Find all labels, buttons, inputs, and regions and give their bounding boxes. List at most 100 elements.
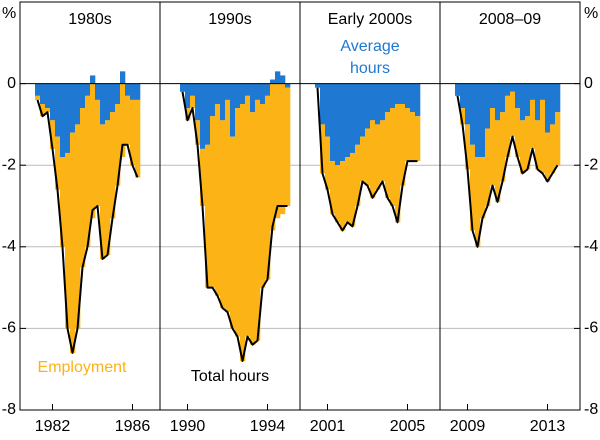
bar xyxy=(200,83,206,149)
bar xyxy=(545,83,551,133)
bar xyxy=(60,157,66,247)
bar xyxy=(125,83,131,96)
panel-title: 2008–09 xyxy=(479,11,541,28)
bar xyxy=(475,157,481,247)
bar xyxy=(540,99,546,174)
bar xyxy=(35,83,41,96)
bar xyxy=(230,83,236,137)
x-tick-label: 2013 xyxy=(530,418,566,435)
bar xyxy=(355,83,361,145)
bar xyxy=(350,152,356,227)
bar xyxy=(50,120,56,149)
x-tick-label: 1982 xyxy=(35,418,71,435)
bar xyxy=(405,83,411,109)
bar xyxy=(530,99,536,149)
bar xyxy=(355,144,361,206)
bar xyxy=(395,104,401,223)
bar xyxy=(130,83,136,100)
bar xyxy=(110,112,116,219)
bar xyxy=(510,83,516,92)
bar xyxy=(455,83,461,96)
bar xyxy=(465,83,471,125)
bar xyxy=(330,83,336,162)
bar xyxy=(335,83,341,166)
annotation: Total hours xyxy=(190,368,270,385)
annotation: Average hours xyxy=(340,38,400,77)
y-tick-label: -8 xyxy=(2,401,16,418)
bar xyxy=(515,83,521,109)
bar xyxy=(225,99,231,313)
x-tick-label: 2001 xyxy=(310,418,346,435)
bar xyxy=(475,83,481,158)
bar xyxy=(410,112,416,162)
line xyxy=(36,99,139,354)
bar xyxy=(90,75,96,84)
bar xyxy=(340,83,346,162)
bar xyxy=(65,83,71,153)
bar xyxy=(380,83,386,121)
bar xyxy=(485,128,491,206)
bar xyxy=(400,104,406,186)
bar xyxy=(280,75,286,84)
bar xyxy=(255,83,261,100)
bar xyxy=(515,108,521,158)
bar xyxy=(100,124,106,260)
bar xyxy=(255,99,261,341)
bar xyxy=(225,83,231,100)
y-tick-label: -4 xyxy=(2,238,16,255)
bar xyxy=(370,83,376,121)
bar xyxy=(195,120,201,145)
bar xyxy=(360,83,366,137)
line xyxy=(181,91,288,362)
bar xyxy=(285,87,291,206)
bar xyxy=(525,83,531,117)
bar xyxy=(205,83,211,145)
bar xyxy=(510,91,516,137)
bar xyxy=(125,95,131,145)
bar xyxy=(265,83,271,96)
bar xyxy=(545,132,551,182)
bar xyxy=(120,83,126,158)
y-tick-label: 0 xyxy=(7,75,16,92)
bar xyxy=(550,124,556,174)
bar xyxy=(535,120,541,170)
bar xyxy=(275,83,281,219)
y-tick-label: -2 xyxy=(584,156,598,173)
bar xyxy=(315,83,321,88)
y-tick-label: -6 xyxy=(584,320,598,337)
bar xyxy=(525,116,531,170)
y-tick-label: -4 xyxy=(584,238,598,255)
bar xyxy=(215,104,221,296)
x-tick-label: 1994 xyxy=(250,418,286,435)
bar xyxy=(410,83,416,113)
bar xyxy=(235,108,241,337)
bar xyxy=(325,136,331,190)
y-tick-label: 0 xyxy=(584,75,593,92)
bar xyxy=(80,108,86,268)
panel-title: Early 2000s xyxy=(328,11,413,28)
bar xyxy=(500,83,506,113)
bar xyxy=(480,157,486,219)
bar xyxy=(220,83,226,121)
bar xyxy=(50,83,56,121)
bar xyxy=(240,83,246,104)
bar xyxy=(480,83,486,158)
panel-title: 1980s xyxy=(68,11,112,28)
bar xyxy=(495,83,501,121)
bar xyxy=(70,83,76,133)
bar xyxy=(505,83,511,96)
bar xyxy=(45,83,51,109)
bar xyxy=(100,83,106,125)
bar xyxy=(555,112,561,166)
axes: 0 -2 -4 -6 -8% 1980s 1982 1986 1990s 1990 1994 Earl… xyxy=(2,1,598,435)
bar xyxy=(535,83,541,121)
bar xyxy=(55,83,61,137)
bar xyxy=(120,71,126,84)
bar xyxy=(115,83,121,104)
bar xyxy=(465,124,471,170)
bar xyxy=(40,83,46,104)
lines xyxy=(36,87,559,362)
x-tick-label: 1986 xyxy=(115,418,151,435)
bar xyxy=(345,83,351,158)
